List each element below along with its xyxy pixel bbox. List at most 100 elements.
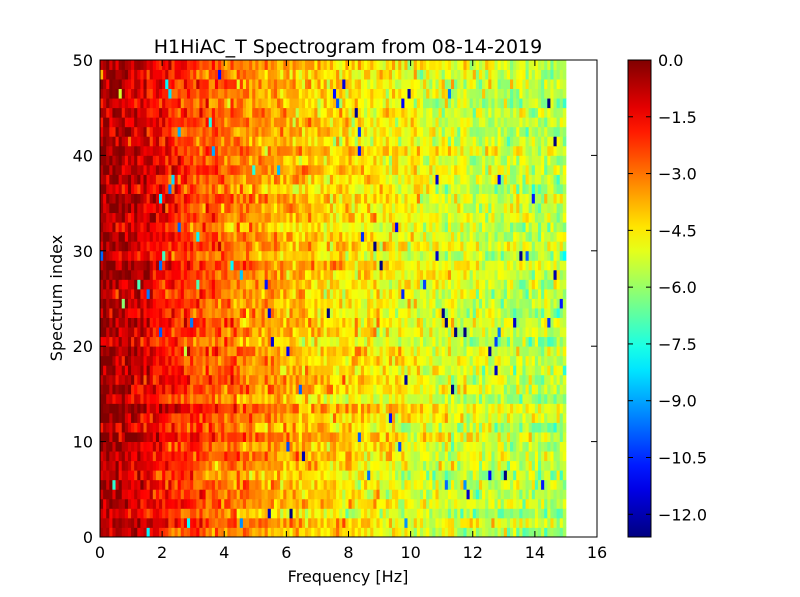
heatmap-cell	[382, 470, 387, 481]
heatmap-cell	[376, 346, 380, 357]
heatmap-cell	[292, 393, 297, 404]
heatmap-cell	[174, 346, 179, 357]
heatmap-cell	[367, 374, 371, 385]
heatmap-cell	[413, 517, 418, 528]
heatmap-cell	[270, 346, 275, 357]
heatmap-cell	[205, 460, 210, 471]
heatmap-cell	[221, 374, 225, 385]
heatmap-cell	[295, 393, 300, 404]
heatmap-cell	[242, 336, 247, 347]
heatmap-cell	[106, 393, 110, 404]
heatmap-cell	[267, 288, 272, 299]
heatmap-cell	[208, 222, 213, 233]
heatmap-cell	[466, 498, 471, 509]
heatmap-cell	[202, 527, 207, 538]
heatmap-cell	[239, 346, 244, 357]
heatmap-cell	[404, 355, 408, 366]
heatmap-cell	[522, 412, 526, 423]
heatmap-cell	[159, 432, 163, 442]
heatmap-cell	[127, 269, 132, 280]
heatmap-cell	[286, 441, 290, 452]
heatmap-cell	[292, 308, 297, 318]
heatmap-cell	[127, 279, 132, 290]
heatmap-cell	[305, 451, 309, 462]
heatmap-cell	[121, 298, 126, 309]
heatmap-cell	[233, 222, 238, 233]
heatmap-cell	[137, 403, 141, 414]
heatmap-cell	[357, 288, 362, 299]
heatmap-cell	[115, 412, 120, 423]
heatmap-cell	[391, 422, 396, 433]
heatmap-cell	[441, 288, 446, 299]
heatmap-cell	[438, 374, 443, 385]
heatmap-cell	[242, 479, 247, 490]
heatmap-cell	[326, 422, 331, 433]
heatmap-cell	[214, 489, 219, 500]
heatmap-cell	[534, 527, 539, 538]
heatmap-cell	[525, 346, 530, 357]
heatmap-cell	[413, 374, 418, 385]
heatmap-cell	[140, 231, 144, 242]
heatmap-cell	[270, 508, 275, 519]
heatmap-cell	[516, 374, 520, 385]
heatmap-cell	[534, 460, 539, 471]
heatmap-cell	[541, 451, 545, 462]
heatmap-cell	[447, 222, 452, 233]
heatmap-cell	[367, 422, 371, 433]
heatmap-cell	[258, 374, 262, 385]
heatmap-cell	[242, 241, 247, 252]
heatmap-cell	[444, 412, 449, 423]
heatmap-cell	[398, 231, 402, 242]
heatmap-cell	[109, 298, 113, 309]
heatmap-cell	[475, 355, 480, 366]
heatmap-cell	[559, 308, 564, 318]
heatmap-cell	[273, 260, 278, 271]
heatmap-cell	[273, 250, 278, 261]
heatmap-cell	[221, 336, 225, 347]
heatmap-cell	[525, 479, 530, 490]
heatmap-cell	[332, 317, 337, 328]
heatmap-cell	[165, 365, 169, 376]
heatmap-cell	[373, 327, 377, 338]
heatmap-cell	[385, 308, 390, 318]
heatmap-cell	[553, 288, 558, 299]
heatmap-cell	[432, 336, 436, 347]
heatmap-cell	[177, 231, 182, 242]
heatmap-cell	[193, 470, 197, 481]
heatmap-cell	[460, 479, 464, 490]
heatmap-cell	[205, 508, 210, 519]
heatmap-cell	[466, 384, 471, 395]
heatmap-cell	[398, 384, 402, 395]
heatmap-cell	[506, 346, 511, 357]
heatmap-cell	[227, 317, 231, 328]
heatmap-cell	[171, 498, 175, 509]
heatmap-cell	[348, 432, 353, 442]
heatmap-cell	[224, 222, 228, 233]
heatmap-cell	[447, 432, 452, 442]
heatmap-cell	[180, 422, 185, 433]
heatmap-cell	[494, 527, 498, 538]
heatmap-cell	[336, 498, 340, 509]
heatmap-cell	[447, 298, 452, 309]
heatmap-cell	[205, 441, 210, 452]
heatmap-cell	[214, 517, 219, 528]
heatmap-cell	[103, 250, 107, 261]
heatmap-cell	[242, 250, 247, 261]
heatmap-cell	[550, 393, 554, 404]
heatmap-cell	[140, 460, 144, 471]
heatmap-cell	[534, 327, 539, 338]
heatmap-cell	[183, 365, 188, 376]
heatmap-cell	[258, 279, 262, 290]
heatmap-cell	[531, 231, 536, 242]
heatmap-cell	[379, 393, 384, 404]
heatmap-cell	[472, 498, 477, 509]
heatmap-cell	[348, 460, 353, 471]
heatmap-cell	[152, 422, 157, 433]
heatmap-cell	[320, 365, 325, 376]
heatmap-cell	[131, 470, 135, 481]
heatmap-cell	[550, 365, 554, 376]
heatmap-cell	[423, 222, 427, 233]
heatmap-cell	[230, 498, 234, 509]
heatmap-cell	[317, 327, 321, 338]
heatmap-cell	[149, 374, 154, 385]
